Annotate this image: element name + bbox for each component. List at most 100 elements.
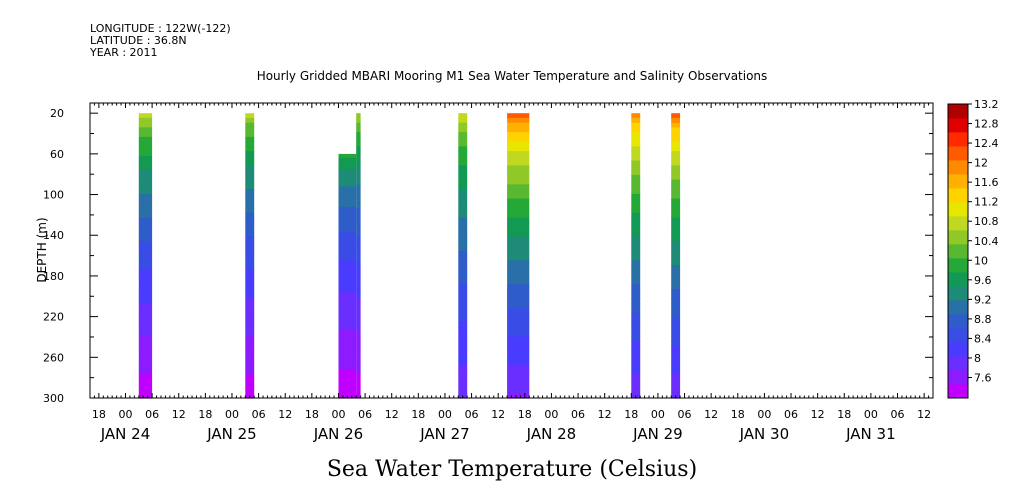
profile-cell: [245, 369, 255, 375]
profile-cell: [138, 165, 153, 171]
colorbar-tick-label: 9.6: [974, 274, 992, 287]
profile-cell: [138, 355, 153, 361]
profile-cell: [338, 365, 357, 371]
profile-cell: [356, 160, 361, 166]
profile-cell: [671, 326, 681, 333]
y-tick-label: 140: [43, 229, 64, 242]
profile-cell: [338, 385, 357, 391]
profile-cell: [356, 345, 361, 352]
plot-data-area: [138, 113, 681, 399]
profile-cell: [631, 151, 641, 157]
profile-cell: [338, 271, 357, 277]
profile-cell: [338, 166, 357, 171]
profile-cell: [507, 317, 530, 323]
profile-cell: [507, 193, 530, 200]
colorbar-swatch: [948, 188, 968, 203]
profile-cell: [507, 312, 530, 318]
profile-cell: [458, 364, 468, 371]
profile-cell: [507, 217, 530, 223]
profile-cell: [338, 324, 357, 330]
profile-cell: [458, 113, 468, 119]
profile-cell: [245, 132, 255, 138]
profile-cell: [458, 350, 468, 356]
profile-cell: [356, 284, 361, 290]
profile-cell: [507, 246, 530, 252]
profile-cell: [458, 117, 468, 124]
profile-cell: [138, 331, 153, 337]
x-hour-tick-label: 12: [172, 408, 186, 421]
profile-cell: [631, 360, 641, 366]
colorbar-tick-label: 8: [974, 352, 981, 365]
profile-1: [245, 113, 255, 399]
profile-cell: [671, 293, 681, 299]
profile-cell: [138, 127, 153, 133]
profile-cell: [507, 293, 530, 299]
profile-cell: [631, 212, 641, 219]
profile-cell: [138, 198, 153, 204]
profile-cell: [245, 179, 255, 185]
x-hour-tick-label: 12: [385, 408, 399, 421]
profile-cell: [458, 236, 468, 242]
x-hour-tick-label: 18: [305, 408, 319, 421]
x-hour-tick-label: 06: [891, 408, 905, 421]
profile-cell: [138, 203, 153, 209]
x-hour-tick-label: 18: [624, 408, 638, 421]
x-hour-tick-label: 00: [118, 408, 132, 421]
profile-cell: [631, 293, 641, 299]
profile-cell: [458, 284, 468, 290]
profile-cell: [356, 193, 361, 200]
profile-cell: [138, 322, 153, 328]
profile-cell: [631, 170, 641, 176]
profile-cell: [138, 250, 153, 257]
profile-cell: [631, 374, 641, 380]
profile-cell: [138, 122, 153, 128]
profile-cell: [356, 246, 361, 252]
profile-cell: [671, 312, 681, 318]
y-tick-label: 260: [43, 351, 64, 364]
x-hour-tick-label: 18: [837, 408, 851, 421]
profile-cell: [338, 267, 357, 273]
profile-cell: [245, 260, 255, 266]
profile-cell: [245, 151, 255, 157]
profile-cell: [671, 350, 681, 356]
colorbar-tick-label: 12.4: [974, 137, 999, 150]
x-hour-tick-label: 06: [571, 408, 585, 421]
profile-cell: [356, 179, 361, 185]
profile-cell: [356, 326, 361, 333]
y-tick-label: 220: [43, 311, 64, 324]
profile-cell: [671, 170, 681, 176]
profile-cell: [458, 208, 468, 214]
profile-cell: [338, 341, 357, 346]
profile-cell: [458, 260, 468, 266]
profile-cell: [338, 198, 357, 204]
profile-cell: [245, 379, 255, 385]
profile-cell: [356, 212, 361, 219]
x-hour-tick-label: 06: [145, 408, 159, 421]
profile-cell: [458, 222, 468, 228]
profile-cell: [631, 174, 641, 181]
x-hour-tick-label: 00: [544, 408, 558, 421]
profile-cell: [671, 160, 681, 166]
profile-cell: [507, 274, 530, 280]
profile-cell: [245, 307, 255, 314]
profile-cell: [671, 379, 681, 385]
profile-cell: [507, 222, 530, 228]
profile-cell: [507, 117, 530, 124]
profile-cell: [356, 198, 361, 204]
profile-cell: [338, 255, 357, 261]
profile-cell: [138, 141, 153, 147]
colorbar-tick-label: 7.6: [974, 372, 992, 385]
profile-3: [356, 113, 361, 399]
profile-cell: [138, 222, 153, 228]
x-day-label: JAN 26: [313, 425, 364, 443]
axis-ticks: [89, 103, 934, 399]
profile-cell: [631, 317, 641, 323]
profile-cell: [507, 170, 530, 176]
profile-cell: [245, 222, 255, 228]
profile-cell: [507, 364, 530, 371]
profile-cell: [245, 117, 255, 124]
x-hour-tick-label: 06: [252, 408, 266, 421]
profile-cell: [245, 388, 255, 394]
profile-cell: [507, 307, 530, 314]
